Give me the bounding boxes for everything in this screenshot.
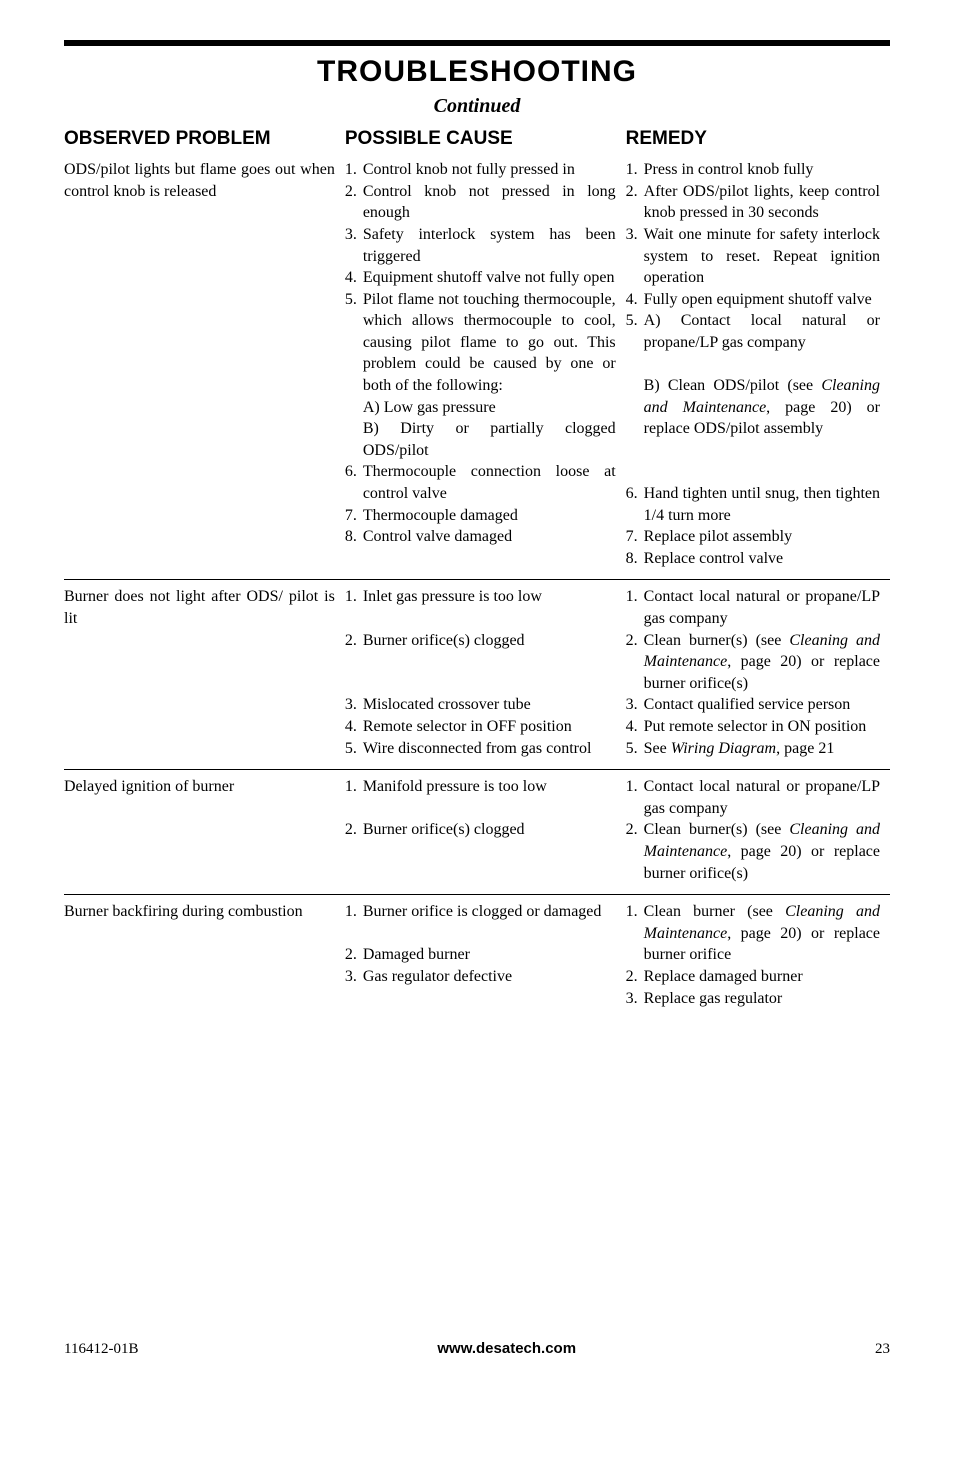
list-item: 2.Burner orifice(s) clogged bbox=[345, 819, 616, 841]
list-item: 2.Control knob not pressed in long enoug… bbox=[345, 181, 616, 224]
list-item bbox=[626, 461, 880, 483]
table-row: Burner backfiring during combustion1.Bur… bbox=[64, 895, 890, 1019]
list-item: 4.Remote selector in OFF position bbox=[345, 716, 616, 738]
list-item: 3.Mislocated crossover tube bbox=[345, 694, 616, 716]
top-rule bbox=[64, 40, 890, 46]
list-item: 1.Inlet gas pressure is too low bbox=[345, 586, 616, 608]
troubleshooting-table: OBSERVED PROBLEM POSSIBLE CAUSE REMEDY O… bbox=[64, 124, 890, 1020]
list-item: 1.Press in control knob fully bbox=[626, 159, 880, 181]
list-item bbox=[345, 923, 616, 945]
list-item: 5.Pilot flame not touching thermocouple,… bbox=[345, 289, 616, 397]
list-item: 7.Replace pilot assembly bbox=[626, 526, 880, 548]
observed-cell: Burner backfiring during combustion bbox=[64, 895, 345, 1019]
list-item: B) Clean ODS/pilot (see Cleaning and Mai… bbox=[626, 375, 880, 440]
list-item: 8.Replace control valve bbox=[626, 548, 880, 570]
list-item bbox=[345, 673, 616, 695]
list-item: 5.A) Contact local natural or propane/LP… bbox=[626, 310, 880, 353]
list-item: 6.Thermocouple connection loose at contr… bbox=[345, 461, 616, 504]
remedy-cell: 1.Press in control knob fully2.After ODS… bbox=[626, 153, 890, 580]
cause-cell: 1.Inlet gas pressure is too low 2.Burner… bbox=[345, 580, 626, 770]
list-item: 1.Clean burner (see Cleaning and Mainten… bbox=[626, 901, 880, 966]
page-footer: 116412-01B www.desatech.com 23 bbox=[64, 1339, 890, 1359]
list-item: 3.Replace gas regulator bbox=[626, 988, 880, 1010]
list-item: 5.Wire disconnected from gas control bbox=[345, 738, 616, 760]
list-item: 1.Burner orifice is clogged or damaged bbox=[345, 901, 616, 923]
list-item: 2.Burner orifice(s) clogged bbox=[345, 630, 616, 652]
list-item: 7.Thermocouple damaged bbox=[345, 505, 616, 527]
list-item: 3.Contact qualified service person bbox=[626, 694, 880, 716]
col-cause: POSSIBLE CAUSE bbox=[345, 124, 626, 154]
list-item: 4.Put remote selector in ON position bbox=[626, 716, 880, 738]
list-item: B) Dirty or partially clogged ODS/pilot bbox=[345, 418, 616, 461]
list-item: 2.Replace damaged burner bbox=[626, 966, 880, 988]
footer-page-num: 23 bbox=[875, 1339, 890, 1359]
list-item: 3.Safety interlock system has been trigg… bbox=[345, 224, 616, 267]
list-item: 4.Fully open equipment shutoff valve bbox=[626, 289, 880, 311]
page-subtitle: Continued bbox=[64, 93, 890, 120]
list-item bbox=[345, 608, 616, 630]
list-item bbox=[626, 353, 880, 375]
list-item: 2.Damaged burner bbox=[345, 944, 616, 966]
remedy-cell: 1.Contact local natural or propane/LP ga… bbox=[626, 770, 890, 895]
remedy-cell: 1.Clean burner (see Cleaning and Mainten… bbox=[626, 895, 890, 1019]
remedy-cell: 1.Contact local natural or propane/LP ga… bbox=[626, 580, 890, 770]
footer-doc-id: 116412-01B bbox=[64, 1339, 138, 1359]
col-observed: OBSERVED PROBLEM bbox=[64, 124, 345, 154]
list-item: 1.Contact local natural or propane/LP ga… bbox=[626, 586, 880, 629]
cause-cell: 1.Control knob not fully pressed in2.Con… bbox=[345, 153, 626, 580]
list-item: 1.Control knob not fully pressed in bbox=[345, 159, 616, 181]
list-item: 4.Equipment shutoff valve not fully open bbox=[345, 267, 616, 289]
list-item: A) Low gas pressure bbox=[345, 397, 616, 419]
observed-cell: ODS/pilot lights but flame goes out when… bbox=[64, 153, 345, 580]
observed-cell: Burner does not light after ODS/ pilot i… bbox=[64, 580, 345, 770]
col-remedy: REMEDY bbox=[626, 124, 890, 154]
list-item: 2.Clean burner(s) (see Cleaning and Main… bbox=[626, 819, 880, 884]
list-item: 1.Contact local natural or propane/LP ga… bbox=[626, 776, 880, 819]
table-row: Delayed ignition of burner1.Manifold pre… bbox=[64, 770, 890, 895]
footer-site: www.desatech.com bbox=[437, 1339, 576, 1359]
page-title: TROUBLESHOOTING bbox=[64, 52, 890, 93]
list-item: 8.Control valve damaged bbox=[345, 526, 616, 548]
cause-cell: 1.Burner orifice is clogged or damaged 2… bbox=[345, 895, 626, 1019]
list-item bbox=[345, 651, 616, 673]
list-item: 5.See Wiring Diagram, page 21 bbox=[626, 738, 880, 760]
list-item: 3.Gas regulator defective bbox=[345, 966, 616, 988]
observed-cell: Delayed ignition of burner bbox=[64, 770, 345, 895]
list-item: 2.Clean burner(s) (see Cleaning and Main… bbox=[626, 630, 880, 695]
list-item: 3.Wait one minute for safety interlock s… bbox=[626, 224, 880, 289]
list-item: 6.Hand tighten until snug, then tighten … bbox=[626, 483, 880, 526]
list-item bbox=[626, 440, 880, 462]
list-item bbox=[345, 798, 616, 820]
cause-cell: 1.Manifold pressure is too low 2.Burner … bbox=[345, 770, 626, 895]
list-item: 2.After ODS/pilot lights, keep control k… bbox=[626, 181, 880, 224]
table-row: ODS/pilot lights but flame goes out when… bbox=[64, 153, 890, 580]
list-item: 1.Manifold pressure is too low bbox=[345, 776, 616, 798]
table-row: Burner does not light after ODS/ pilot i… bbox=[64, 580, 890, 770]
